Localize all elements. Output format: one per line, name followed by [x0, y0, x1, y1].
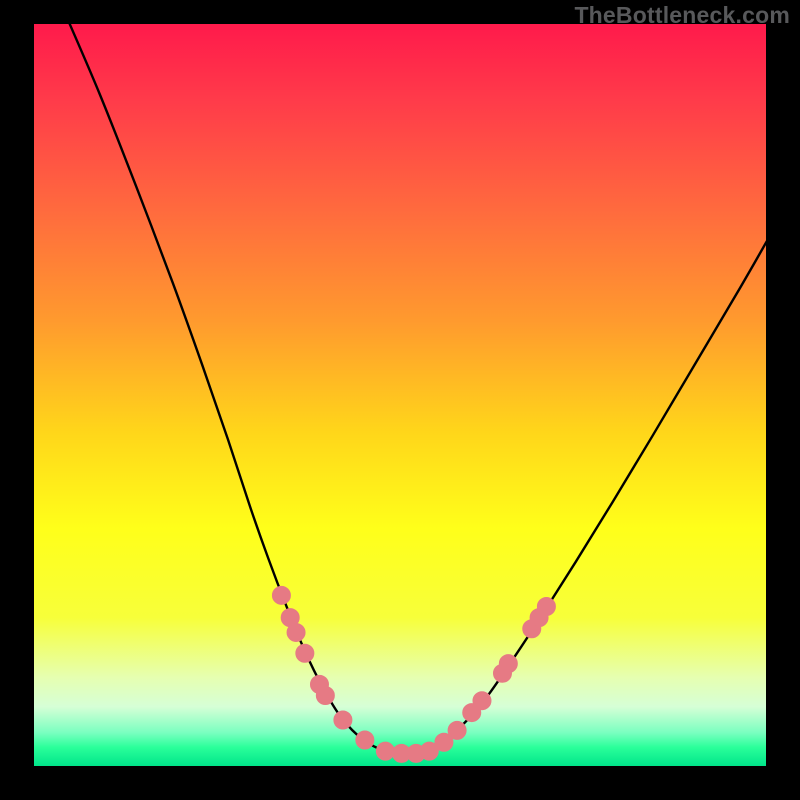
chart-frame: TheBottleneck.com: [0, 0, 800, 800]
data-marker: [296, 644, 314, 662]
watermark-text: TheBottleneck.com: [574, 2, 790, 29]
data-marker: [537, 597, 555, 615]
data-marker: [287, 623, 305, 641]
data-marker: [499, 655, 517, 673]
data-marker: [334, 711, 352, 729]
data-marker: [356, 731, 374, 749]
plot-area: [34, 24, 766, 766]
data-marker: [316, 687, 334, 705]
data-marker: [272, 586, 290, 604]
v-curve-path: [63, 24, 766, 754]
data-marker: [448, 721, 466, 739]
data-marker: [376, 742, 394, 760]
bottleneck-curve: [34, 24, 766, 766]
data-marker: [473, 692, 491, 710]
